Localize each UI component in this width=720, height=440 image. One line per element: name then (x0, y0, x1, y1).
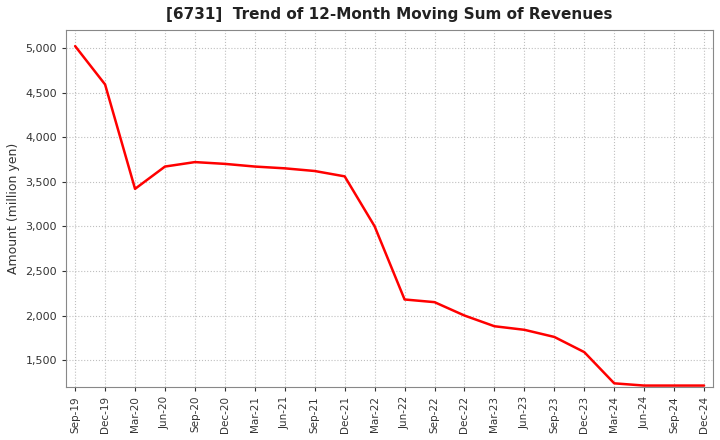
Title: [6731]  Trend of 12-Month Moving Sum of Revenues: [6731] Trend of 12-Month Moving Sum of R… (166, 7, 613, 22)
Y-axis label: Amount (million yen): Amount (million yen) (7, 143, 20, 274)
